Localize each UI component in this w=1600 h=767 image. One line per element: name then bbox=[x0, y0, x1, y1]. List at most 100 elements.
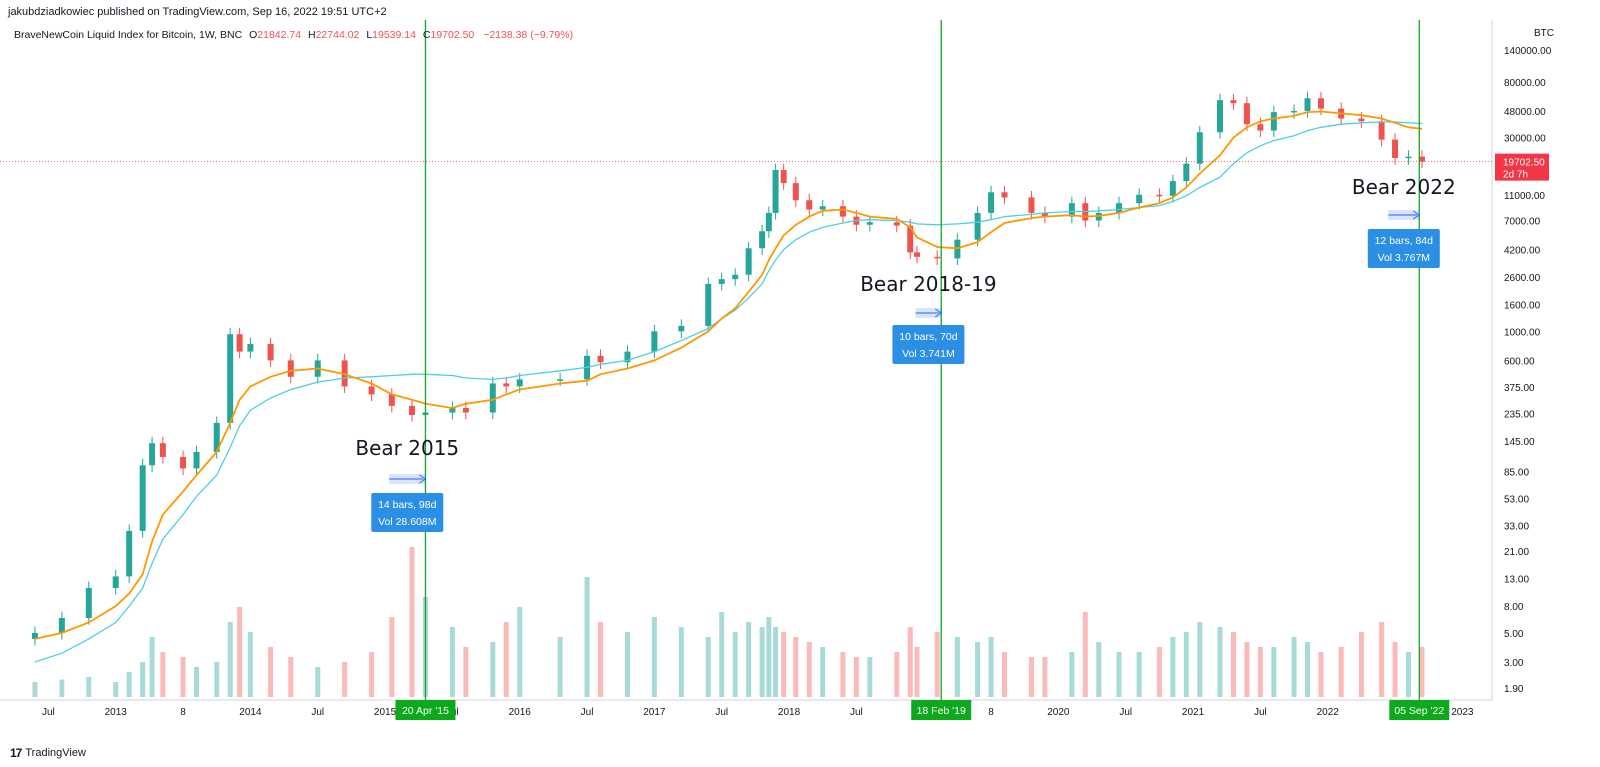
candle-body bbox=[388, 394, 395, 406]
tradingview-footer[interactable]: 17 TradingView bbox=[10, 746, 86, 760]
volume-bar bbox=[773, 627, 779, 697]
volume-bar bbox=[227, 622, 233, 697]
volume-bar bbox=[988, 637, 994, 697]
date-tag bbox=[911, 700, 972, 720]
range-bars-label: 14 bars, 98d bbox=[378, 499, 437, 511]
volume-bar bbox=[463, 647, 469, 697]
time-tick-label: 8 bbox=[180, 707, 186, 718]
candle-body bbox=[1183, 163, 1190, 182]
volume-bar bbox=[1042, 657, 1048, 697]
volume-bar bbox=[894, 652, 900, 697]
candle-body bbox=[765, 212, 772, 232]
price-tick-label: 13.00 bbox=[1504, 575, 1529, 586]
volume-bar bbox=[1291, 637, 1297, 697]
volume-bar bbox=[934, 632, 940, 697]
low-value: 19539.14 bbox=[372, 29, 416, 41]
volume-bar bbox=[389, 617, 395, 697]
volume-bar bbox=[1244, 642, 1250, 697]
symbol-name: BraveNewCoin Liquid Index for Bitcoin, 1… bbox=[14, 29, 243, 41]
time-tick-label: 2021 bbox=[1182, 707, 1205, 718]
volume-bar bbox=[867, 657, 873, 697]
arrow-right-icon bbox=[1413, 210, 1421, 220]
candle-body bbox=[1243, 103, 1250, 125]
time-tick-label: Jul bbox=[850, 707, 863, 718]
range-info-box[interactable] bbox=[1367, 229, 1440, 268]
candle-body bbox=[139, 465, 146, 531]
volume-bar bbox=[32, 682, 38, 697]
candle-body bbox=[624, 351, 631, 363]
candle-body bbox=[449, 407, 456, 413]
volume-bar bbox=[746, 622, 752, 697]
candle-body bbox=[1358, 118, 1365, 122]
publish-info: jakubdziadkowiec published on TradingVie… bbox=[8, 6, 387, 18]
range-info-box[interactable] bbox=[371, 493, 444, 532]
volume-bar bbox=[214, 662, 220, 697]
price-tick-label: 4200.00 bbox=[1504, 246, 1541, 257]
range-info-box[interactable] bbox=[892, 325, 965, 364]
candle-body bbox=[819, 206, 826, 210]
candle-body bbox=[780, 170, 787, 184]
volume-bar bbox=[1419, 647, 1425, 697]
candle-body bbox=[1115, 203, 1122, 213]
candle-body bbox=[368, 386, 375, 395]
volume-bar bbox=[342, 662, 348, 697]
candle-body bbox=[227, 334, 234, 423]
time-tick-label: Jul bbox=[1119, 707, 1132, 718]
price-tick-label: 600.00 bbox=[1504, 356, 1535, 367]
candle-body bbox=[236, 334, 243, 352]
volume-bar bbox=[1028, 657, 1034, 697]
price-tick-label: 53.00 bbox=[1504, 495, 1529, 506]
volume-bar bbox=[194, 667, 200, 697]
volume-bar bbox=[180, 657, 186, 697]
price-tick-label: 8.00 bbox=[1504, 602, 1524, 613]
candle-body bbox=[1270, 112, 1277, 131]
low-label: L bbox=[366, 29, 373, 41]
candle-body bbox=[85, 588, 92, 618]
volume-bar bbox=[449, 627, 455, 697]
volume-bar bbox=[409, 547, 415, 697]
volume-bar bbox=[1197, 622, 1203, 697]
candle-body bbox=[193, 452, 200, 469]
time-tick-label: Jul bbox=[581, 707, 594, 718]
volume-bar bbox=[503, 622, 509, 697]
volume-bar bbox=[268, 647, 274, 697]
volume-bar bbox=[766, 617, 772, 697]
volume-bar bbox=[806, 642, 812, 697]
volume-bar bbox=[1257, 647, 1263, 697]
volume-bar bbox=[1318, 652, 1324, 697]
candle-body bbox=[247, 344, 254, 352]
candle-body bbox=[1257, 124, 1264, 131]
time-tick-label: 2022 bbox=[1317, 707, 1340, 718]
change-value: −2138.38 (−9.79%) bbox=[483, 29, 574, 41]
time-tick-label: 2014 bbox=[239, 707, 262, 718]
candle-body bbox=[651, 331, 658, 352]
volume-bar bbox=[1338, 647, 1344, 697]
candle-body bbox=[913, 252, 920, 257]
open-value: 21842.74 bbox=[257, 29, 302, 41]
price-tick-label: 1000.00 bbox=[1504, 327, 1541, 338]
time-tick-label: Jul bbox=[1254, 707, 1267, 718]
volume-bar bbox=[1069, 652, 1075, 697]
volume-bar bbox=[1379, 622, 1385, 697]
volume-bar bbox=[651, 617, 657, 697]
volume-bar bbox=[237, 607, 243, 697]
candle-body bbox=[792, 183, 799, 201]
candle-body bbox=[1392, 139, 1399, 158]
volume-bar bbox=[705, 637, 711, 697]
volume-bar bbox=[732, 632, 738, 697]
candle-body bbox=[112, 576, 119, 589]
candle-body bbox=[489, 383, 496, 413]
volume-bar bbox=[126, 672, 132, 697]
candle-body bbox=[1041, 212, 1048, 217]
price-tick-label: 33.00 bbox=[1504, 521, 1529, 532]
candle-body bbox=[806, 200, 813, 210]
price-tick-label: 1.90 bbox=[1504, 684, 1524, 695]
candle-body bbox=[516, 379, 523, 387]
volume-bar bbox=[1096, 642, 1102, 697]
candle-body bbox=[1405, 156, 1412, 159]
volume-bar bbox=[1392, 642, 1398, 697]
candle-body bbox=[907, 225, 914, 253]
price-tick-label: 80000.00 bbox=[1504, 78, 1546, 89]
symbol-legend[interactable]: BraveNewCoin Liquid Index for Bitcoin, 1… bbox=[14, 29, 573, 41]
